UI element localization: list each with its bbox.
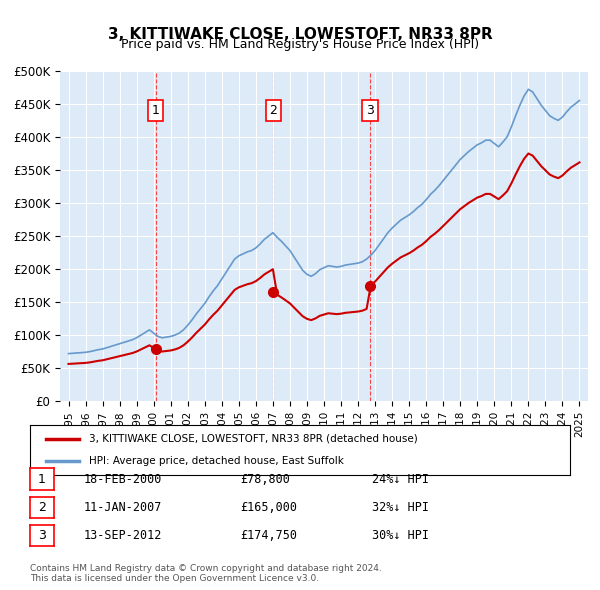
Text: 3, KITTIWAKE CLOSE, LOWESTOFT, NR33 8PR (detached house): 3, KITTIWAKE CLOSE, LOWESTOFT, NR33 8PR …	[89, 434, 418, 444]
Text: £174,750: £174,750	[240, 529, 297, 542]
Text: £165,000: £165,000	[240, 501, 297, 514]
Text: 3, KITTIWAKE CLOSE, LOWESTOFT, NR33 8PR: 3, KITTIWAKE CLOSE, LOWESTOFT, NR33 8PR	[107, 27, 493, 41]
Text: 30%↓ HPI: 30%↓ HPI	[372, 529, 429, 542]
Text: 2: 2	[38, 501, 46, 514]
Text: 32%↓ HPI: 32%↓ HPI	[372, 501, 429, 514]
Text: Price paid vs. HM Land Registry's House Price Index (HPI): Price paid vs. HM Land Registry's House …	[121, 38, 479, 51]
Text: Contains HM Land Registry data © Crown copyright and database right 2024.
This d: Contains HM Land Registry data © Crown c…	[30, 563, 382, 583]
Text: 2: 2	[269, 104, 277, 117]
Text: £78,800: £78,800	[240, 473, 290, 486]
Text: 1: 1	[38, 473, 46, 486]
Text: 1: 1	[152, 104, 160, 117]
Text: HPI: Average price, detached house, East Suffolk: HPI: Average price, detached house, East…	[89, 456, 344, 466]
Text: 13-SEP-2012: 13-SEP-2012	[84, 529, 163, 542]
Text: 24%↓ HPI: 24%↓ HPI	[372, 473, 429, 486]
Text: 18-FEB-2000: 18-FEB-2000	[84, 473, 163, 486]
Text: 11-JAN-2007: 11-JAN-2007	[84, 501, 163, 514]
Text: 3: 3	[366, 104, 374, 117]
Text: 3: 3	[38, 529, 46, 542]
